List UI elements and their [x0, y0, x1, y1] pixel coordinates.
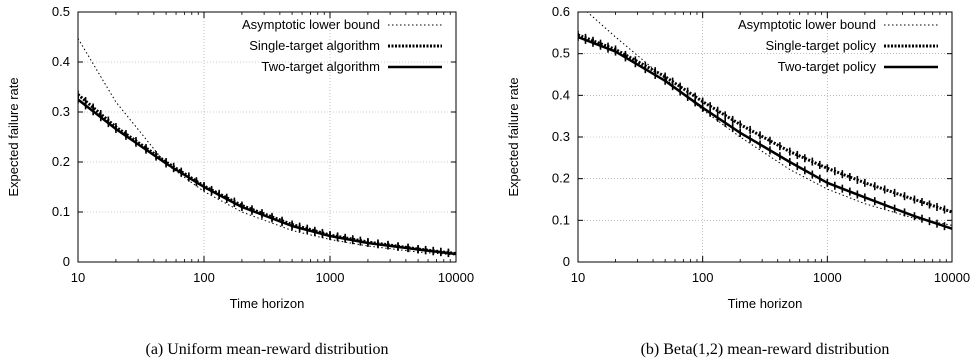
x-tick-label: 1000: [316, 270, 345, 285]
y-axis-label: Expected failure rate: [506, 77, 521, 196]
y-axis-label: Expected failure rate: [6, 77, 21, 196]
series-0: [586, 12, 952, 226]
y-tick-label: 0.5: [552, 46, 570, 61]
legend-entry-label: Two-target policy: [778, 59, 877, 74]
legend-entry-label: Asymptotic lower bound: [242, 17, 380, 32]
y-tick-label: 0.2: [52, 154, 70, 169]
series-line: [578, 33, 952, 214]
legend-entry-label: Asymptotic lower bound: [738, 17, 876, 32]
figure-caption: (a) Uniform mean-reward distribution: [145, 341, 388, 358]
chart-panel-a: 0 0.1 0.2 0.3 0.4 0.5 10 100 1000 10000 Time horiz…: [6, 4, 474, 358]
y-tick-label: 0.1: [552, 212, 570, 227]
series-line: [586, 12, 952, 226]
series-line: [78, 98, 456, 256]
series-line: [78, 93, 456, 255]
series-2: [578, 33, 952, 231]
y-tick-label: 0.3: [552, 129, 570, 144]
y-tick-label: 0: [63, 254, 70, 269]
legend-entry-label: Two-target algorithm: [262, 59, 381, 74]
x-axis-label: Time horizon: [728, 296, 803, 311]
y-tick-label: 0.2: [552, 171, 570, 186]
series-line: [578, 35, 952, 230]
grid: [78, 12, 456, 262]
plot-frame: [77, 11, 457, 263]
x-tick-label: 10: [571, 270, 585, 285]
x-tick-label: 100: [692, 270, 714, 285]
y-tick-label: 0.6: [552, 4, 570, 19]
x-tick-label: 10000: [934, 270, 970, 285]
series-2: [78, 95, 456, 258]
series-1: [578, 30, 952, 214]
legend: Asymptotic lower bound Single-target poli…: [738, 17, 938, 74]
y-tick-label: 0.4: [52, 54, 70, 69]
x-tick-label: 1000: [813, 270, 842, 285]
x-axis-label: Time horizon: [230, 296, 305, 311]
y-tick-label: 0.3: [52, 104, 70, 119]
y-tick-label: 0: [563, 254, 570, 269]
x-tick-label: 10000: [438, 270, 474, 285]
x-tick-label: 10: [71, 270, 85, 285]
legend-entry-label: Single-target policy: [765, 38, 876, 53]
y-tick-label: 0.1: [52, 204, 70, 219]
legend-entry-label: Single-target algorithm: [249, 38, 380, 53]
legend: Asymptotic lower bound Single-target algo…: [242, 17, 442, 74]
y-tick-label: 0.4: [552, 87, 570, 102]
series-1: [78, 90, 456, 257]
y-tick-label: 0.5: [52, 4, 70, 19]
figure-caption: (b) Beta(1,2) mean-reward distribution: [641, 341, 890, 358]
x-tick-label: 100: [193, 270, 215, 285]
chart-panel-b: 0 0.1 0.2 0.3 0.4 0.5 0.6 10 100 1000 10000 Time ho…: [506, 4, 970, 358]
